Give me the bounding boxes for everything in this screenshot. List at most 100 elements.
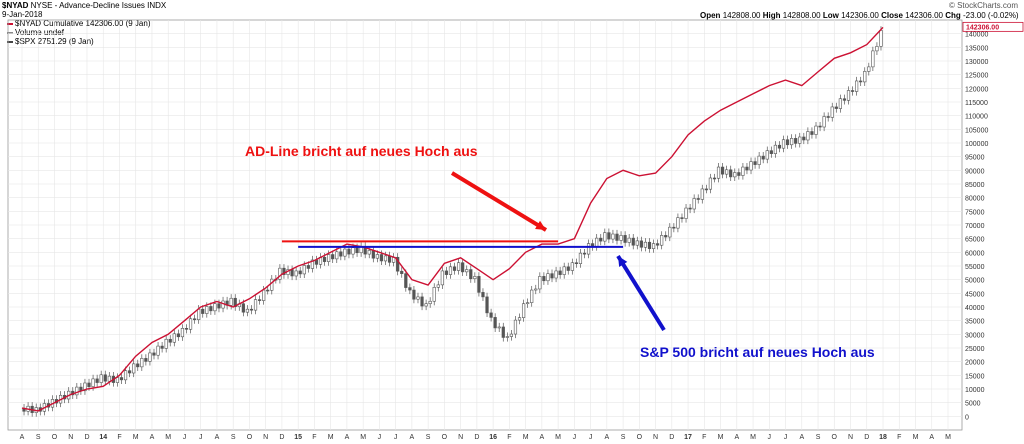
x-tick-label: J xyxy=(199,434,203,441)
spx-candle-body xyxy=(270,278,274,291)
y-tick-label: 60000 xyxy=(965,250,985,257)
x-tick-label: A xyxy=(150,434,155,441)
spx-candle-body xyxy=(574,262,578,265)
spx-candle-body xyxy=(294,270,298,277)
spx-candle-body xyxy=(838,98,842,109)
spx-candle-body xyxy=(457,262,461,271)
x-tick-label: J xyxy=(784,434,788,441)
legend-item-volume: Volume undef xyxy=(7,28,150,37)
spx-candle-body xyxy=(229,297,233,306)
x-tick-label: M xyxy=(360,434,366,441)
spx-candle-body xyxy=(132,363,136,374)
spx-candle-body xyxy=(91,378,95,387)
spx-candle-body xyxy=(538,276,542,290)
spx-candle-body xyxy=(217,303,221,309)
spx-candle-body xyxy=(517,317,522,321)
x-tick-label: A xyxy=(345,434,350,441)
spx-candle-body xyxy=(704,188,708,191)
red-arrow-shaft xyxy=(450,171,548,232)
y-tick-label: 85000 xyxy=(965,182,985,189)
spx-candle-body xyxy=(566,266,570,271)
spx-candle-body xyxy=(830,106,834,118)
spx-candle-body xyxy=(193,318,197,321)
spx-candle-body xyxy=(298,270,302,275)
spx-candle-body xyxy=(619,235,623,241)
spx-candle-body xyxy=(412,289,416,300)
y-tick-label: 40000 xyxy=(965,305,985,312)
spx-candle-body xyxy=(530,289,534,303)
spx-candle-body xyxy=(676,217,680,229)
y-tick-label: 5000 xyxy=(965,401,981,408)
x-tick-label: M xyxy=(945,434,951,441)
spx-candle-body xyxy=(526,302,530,305)
spx-candle-body xyxy=(660,235,664,246)
spx-candle-body xyxy=(497,326,501,329)
spx-candle-body xyxy=(521,303,526,318)
spx-candle-body xyxy=(306,265,310,269)
spx-candle-body xyxy=(140,358,144,368)
brand-logo: © StockCharts.com xyxy=(948,1,1018,10)
x-tick-label: N xyxy=(263,434,268,441)
spx-candle-body xyxy=(213,303,217,312)
chart-header-left: $NYAD NYSE - Advance-Decline Issues INDX xyxy=(2,1,166,10)
close-value: 142306.00 xyxy=(905,11,943,20)
y-tick-label: 90000 xyxy=(965,168,985,175)
spx-candle-body xyxy=(712,177,717,180)
low-value: 142306.00 xyxy=(841,11,879,20)
spx-candle-body xyxy=(716,166,721,179)
x-tick-label: N xyxy=(68,434,73,441)
spx-candle-body xyxy=(509,333,513,337)
y-tick-label: 115000 xyxy=(965,100,988,107)
y-tick-label: 100000 xyxy=(965,141,988,148)
spx-candle-body xyxy=(432,287,436,302)
y-tick-label: 95000 xyxy=(965,155,985,162)
spx-candle-body xyxy=(128,370,132,374)
spx-candle-body xyxy=(570,262,574,271)
spx-candle-body xyxy=(107,375,111,382)
spx-candle-body xyxy=(781,139,786,149)
spx-candle-body xyxy=(465,269,469,273)
y-tick-label: 30000 xyxy=(965,332,985,339)
spx-candle-body xyxy=(558,270,562,275)
spx-candle-body xyxy=(257,299,262,301)
x-tick-label: M xyxy=(165,434,171,441)
spx-candle-body xyxy=(834,106,838,109)
spx-candle-body xyxy=(550,273,554,279)
spx-candle-body xyxy=(729,169,733,178)
x-tick-label: 14 xyxy=(99,434,107,441)
spx-candle-body xyxy=(180,328,185,338)
spx-candle-body xyxy=(562,266,566,275)
legend-item-nyad: $NYAD Cumulative 142306.00 (9 Jan) xyxy=(7,19,150,28)
x-tick-label: D xyxy=(669,434,674,441)
spx-candle-body xyxy=(123,370,128,381)
annotation-ad-line: AD-Line bricht auf neues Hoch aus xyxy=(245,143,478,159)
x-tick-label: A xyxy=(215,434,220,441)
close-label: Close xyxy=(881,11,903,20)
x-tick-label: F xyxy=(897,434,901,441)
spx-candle-body xyxy=(826,116,830,118)
spx-candle-body xyxy=(863,71,867,83)
x-tick-label: A xyxy=(20,434,25,441)
spx-candle-body xyxy=(607,232,611,240)
spx-candle-body xyxy=(790,138,794,146)
x-tick-label: O xyxy=(52,434,58,441)
y-tick-label: 140000 xyxy=(965,32,988,39)
y-tick-label: 135000 xyxy=(965,45,988,52)
spx-candle-body xyxy=(383,255,388,262)
spx-candle-body xyxy=(241,303,245,313)
spx-candle-body xyxy=(627,237,631,243)
spx-candle-body xyxy=(749,161,753,171)
blue-arrow-shaft xyxy=(616,254,666,332)
spx-candle-body xyxy=(879,30,883,47)
spx-candle-body xyxy=(75,386,79,396)
x-tick-label: F xyxy=(312,434,316,441)
y-tick-label: 50000 xyxy=(965,278,985,285)
spx-candle-body xyxy=(172,333,176,343)
spx-candle-body xyxy=(546,273,550,282)
spx-candle-body xyxy=(769,150,773,154)
last-value-label: 142306.00 xyxy=(966,24,999,31)
spx-candle-body xyxy=(777,144,782,149)
spx-candle-body xyxy=(461,262,465,273)
x-tick-label: F xyxy=(702,434,706,441)
spx-candle-body xyxy=(440,270,444,286)
